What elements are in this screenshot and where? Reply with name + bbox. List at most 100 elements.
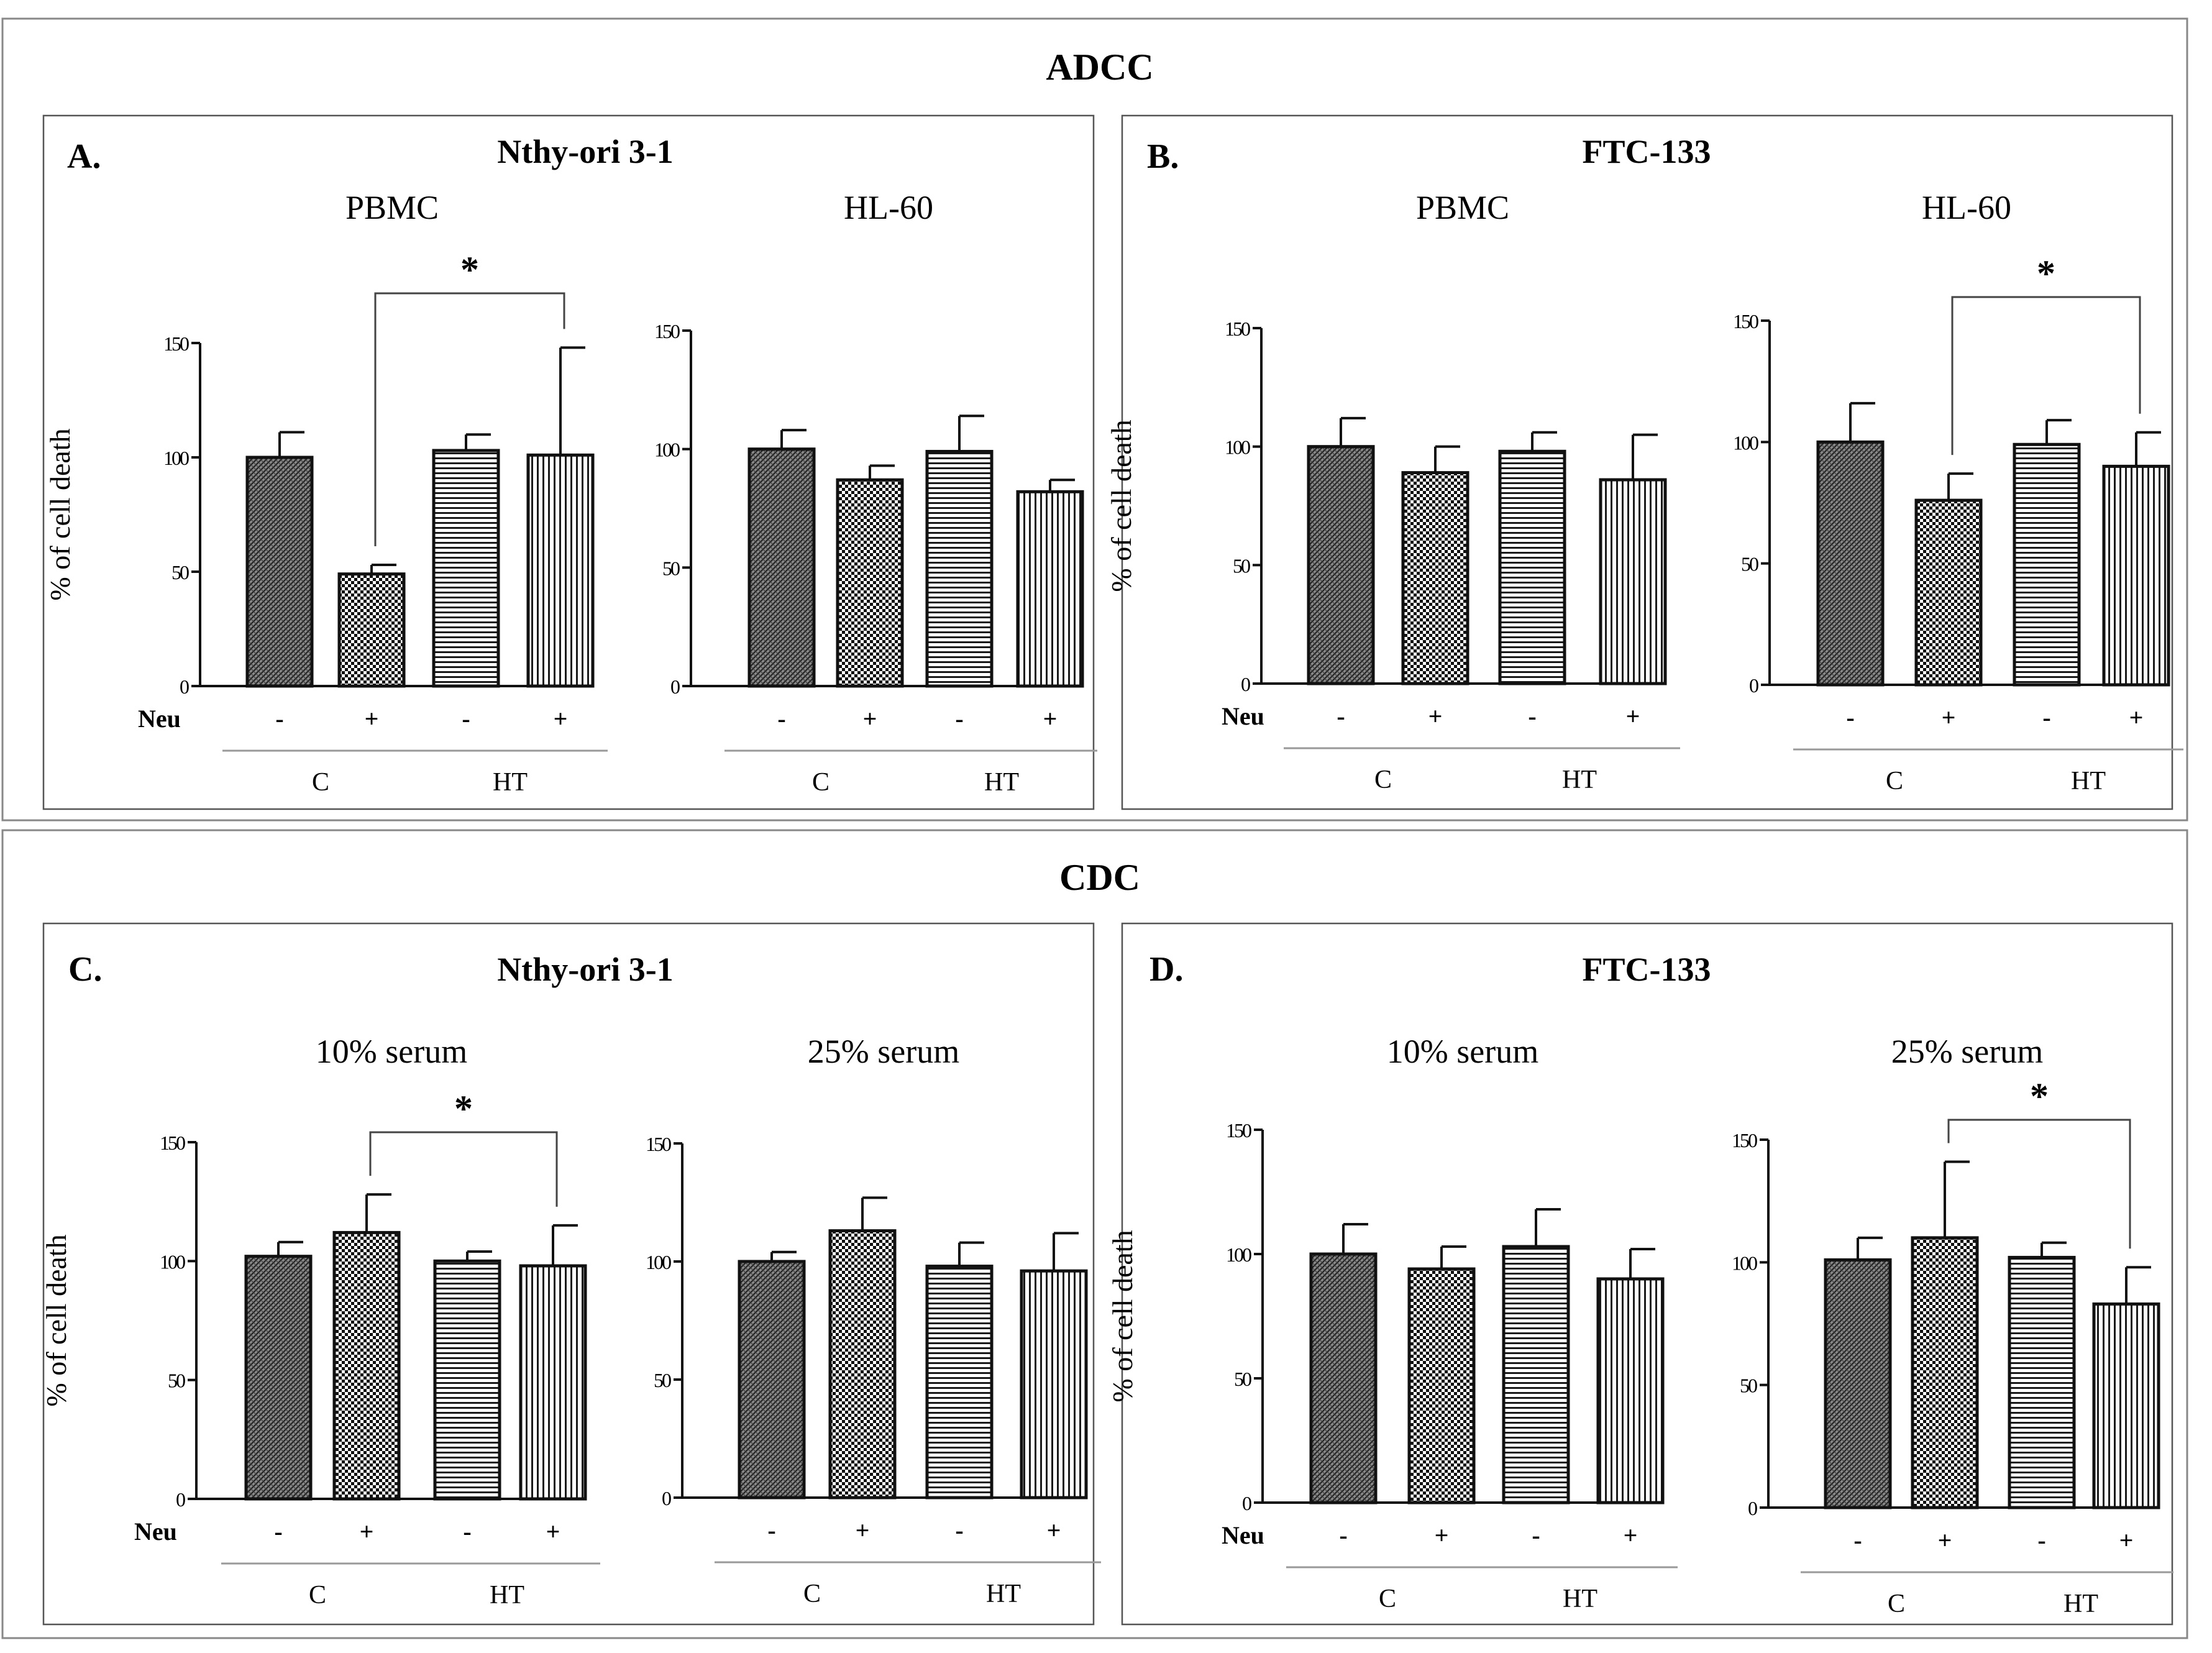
panel-c-chart1-category-label-0: - (274, 1518, 282, 1545)
panel-d-cell-line: FTC-133 (1583, 951, 1711, 988)
panel-d-chart2-group-label-0: C (1888, 1590, 1905, 1618)
panel-d-chart2-bar-2 (2008, 1255, 2076, 1509)
panel-b-chart2-bar-0 (1816, 440, 1885, 687)
panel-d-label: D. (1149, 950, 1183, 989)
panel-a-chart1-category-label-2: - (462, 705, 470, 733)
adcc-section-title: ADCC (1046, 47, 1153, 88)
panel-c-chart1-title: 10% serum (316, 1033, 467, 1070)
panel-c-chart1-ylabel: % of cell death (40, 1234, 72, 1406)
panel-d-chart2-significance-star: * (2030, 1076, 2049, 1117)
panel-b-chart1-bar-0 (1307, 445, 1375, 685)
panel-c-chart2-ytick-label-0: 0 (662, 1487, 671, 1509)
panel-a-chart2-category-label-0: - (777, 705, 785, 733)
panel-c-chart2-category-label-3: + (1047, 1516, 1061, 1544)
panel-a-cell-line: Nthy-ori 3-1 (497, 133, 673, 170)
panel-b-chart1-category-label-0: - (1337, 702, 1345, 730)
panel-b-frame (1121, 114, 2173, 810)
panel-a-chart1-category-label-0: - (275, 705, 283, 733)
panel-d-chart2-bar-0 (1824, 1258, 1892, 1509)
panel-a-chart1: PBMC % of cell death 0 50 100 150 - + - + C HT Neu * (44, 189, 608, 797)
panel-b-chart1-ylabel: % of cell death (1105, 419, 1137, 592)
panel-d-chart2-group-label-1: HT (2063, 1590, 2098, 1618)
panel-b-chart2-ytick-label-50: 50 (1741, 553, 1758, 575)
panel-a-chart1-group-label-1: HT (493, 768, 528, 797)
panel-c-chart1-bar-2 (433, 1259, 501, 1501)
panel-d-chart1-ytick-label-150: 150 (1226, 1119, 1251, 1142)
panel-b-chart1-bar-2 (1498, 449, 1566, 685)
panel-c-chart1-group-label-1: HT (490, 1581, 524, 1610)
panel-c-chart1-bar-3 (519, 1264, 587, 1501)
adcc-section-frame (1, 17, 2188, 822)
panel-b-chart1-group-label-0: C (1374, 766, 1392, 794)
panel-a-chart1-bar-2 (432, 449, 500, 688)
panel-a-chart1-ytick-label-100: 100 (163, 447, 189, 469)
panel-d-chart2-ytick-label-50: 50 (1740, 1375, 1757, 1397)
panel-b-chart2-bar-3 (2102, 464, 2170, 687)
panel-b-chart2-group-label-0: C (1886, 767, 1903, 795)
panel-a-chart2-title: HL-60 (844, 189, 933, 226)
cdc-section-frame (1, 829, 2188, 1639)
panel-a-chart2-bar-2 (925, 449, 994, 688)
panel-b-chart2: HL-60 0 50 100 150 - + - + C HT * (1733, 189, 2183, 795)
panel-d-chart1-category-label-2: - (1532, 1521, 1540, 1549)
panel-d-chart1-bar-2 (1502, 1245, 1570, 1504)
panel-a-chart2: HL-60 0 50 100 150 - + - + C HT (654, 189, 1097, 797)
panel-a-chart1-group-label-0: C (312, 768, 329, 797)
panel-c-chart1-bar-1 (332, 1230, 401, 1501)
panel-d-chart1-group-label-0: C (1379, 1585, 1396, 1613)
panel-c-frame (42, 922, 1095, 1626)
panel-a-chart2-ytick-label-0: 0 (670, 675, 680, 698)
panel-c-chart2-group-label-1: HT (986, 1580, 1021, 1608)
panel-d-chart2-ytick-label-0: 0 (1748, 1497, 1757, 1519)
panel-a-chart1-category-label-3: + (554, 705, 568, 733)
panel-c-chart1: 10% serum % of cell death 0 50 100 150 - + - + C HT… (40, 1033, 600, 1610)
panel-a-chart1-ytick-label-0: 0 (180, 675, 189, 698)
panel-c-chart1-category-label-1: + (360, 1518, 374, 1545)
panel-c-chart2-category-label-1: + (856, 1516, 870, 1544)
panel-b-chart2-ytick-label-0: 0 (1749, 674, 1758, 697)
panel-c-chart2-ytick-label-50: 50 (654, 1369, 671, 1391)
panel-c-chart1-ytick-label-0: 0 (176, 1488, 185, 1511)
panel-a-chart1-significance-star: * (460, 249, 479, 290)
panel-b-chart1-ytick-label-100: 100 (1225, 436, 1250, 459)
panel-d-chart1-ylabel: % of cell death (1107, 1230, 1138, 1402)
panel-a-chart2-group-label-0: C (812, 768, 830, 797)
panel-a-chart2-group-label-1: HT (984, 768, 1019, 797)
panel-c-chart2-category-label-0: - (767, 1516, 775, 1544)
panel-b-chart1: PBMC % of cell death 0 50 100 150 - + - + C HT Neu (1105, 189, 1680, 794)
panel-a-frame (42, 114, 1095, 810)
panel-c-chart2: 25% serum 0 50 100 150 - + - + C HT (646, 1033, 1101, 1608)
panel-b-chart2-ytick-label-150: 150 (1733, 310, 1758, 332)
panel-d-chart1-category-label-3: + (1624, 1521, 1638, 1549)
panel-c-chart2-ytick-label-150: 150 (646, 1133, 671, 1155)
panel-b-chart2-category-label-1: + (1942, 703, 1956, 731)
panel-a-chart2-ytick-label-100: 100 (654, 439, 680, 461)
cdc-section-title: CDC (1059, 857, 1140, 898)
panel-b-chart1-group-label-1: HT (1562, 766, 1597, 794)
panel-c-chart1-significance-bracket (369, 1131, 558, 1207)
panel-a-chart2-ytick-label-50: 50 (662, 557, 680, 579)
panel-d-chart2-ytick-label-100: 100 (1732, 1252, 1757, 1274)
panel-b-chart1-category-label-2: - (1528, 702, 1536, 730)
panel-b-chart2-ytick-label-100: 100 (1733, 431, 1758, 454)
panel-d-chart1-category-label-0: - (1339, 1521, 1347, 1549)
panel-b-chart1-ytick-label-50: 50 (1233, 554, 1250, 577)
panel-c-chart2-category-label-2: - (955, 1516, 963, 1544)
panel-b-chart2-bar-1 (1914, 498, 1983, 687)
panel-b-label: B. (1147, 137, 1179, 176)
panel-c-chart2-title: 25% serum (808, 1033, 959, 1070)
panel-d-chart2-category-label-0: - (1853, 1526, 1862, 1554)
panel-b-chart1-category-label-1: + (1428, 702, 1443, 730)
panel-c-chart1-bar-0 (244, 1255, 313, 1501)
panel-a-chart1-bar-3 (526, 453, 595, 688)
panel-c-chart1-category-label-3: + (546, 1518, 560, 1545)
panel-d-chart1-ytick-label-0: 0 (1242, 1492, 1251, 1514)
panel-d-chart1-group-label-1: HT (1563, 1585, 1597, 1613)
panel-c-chart1-ytick-label-150: 150 (160, 1132, 185, 1154)
panel-b-chart1-bar-3 (1599, 478, 1667, 685)
panel-d-chart1: 10% serum % of cell death 0 50 100 150 - + - + C HT… (1107, 1033, 1678, 1613)
panel-b-chart1-bar-1 (1401, 471, 1469, 685)
panel-a-chart1-bar-0 (245, 456, 314, 688)
